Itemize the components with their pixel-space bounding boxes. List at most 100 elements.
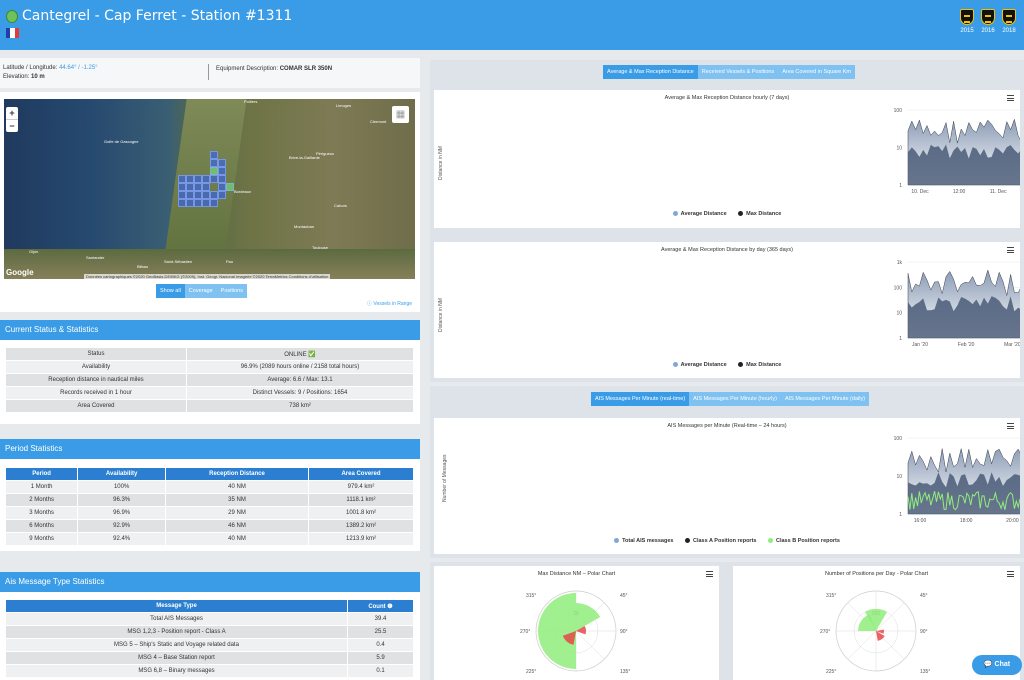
- y-tick-label: 1: [899, 183, 902, 189]
- coverage-cell: [218, 183, 226, 191]
- y-tick-label: 100: [894, 108, 903, 114]
- table-cell: 92.4%: [77, 532, 166, 546]
- tab-reception-distance[interactable]: Average & Max Reception Distance: [603, 65, 698, 79]
- coverage-cell: [202, 183, 210, 191]
- coverage-cell: [218, 191, 226, 199]
- table-cell: 39.4: [347, 612, 414, 626]
- coverage-cell: [178, 199, 186, 207]
- table-cell: Records received in 1 hour: [5, 386, 187, 400]
- legend-average[interactable]: Average Distance: [672, 362, 727, 368]
- table-cell: MSG 6,8 – Binary messages: [5, 664, 348, 678]
- table-row: Area Covered 738 km²: [5, 399, 414, 413]
- period-heading: Period Statistics: [0, 439, 420, 459]
- legend-class-b[interactable]: Class B Position reports: [768, 538, 840, 544]
- coverage-cell: [186, 175, 194, 183]
- zoom-out-button[interactable]: −: [6, 119, 18, 132]
- show-all-button[interactable]: Show all: [156, 284, 185, 298]
- table-cell: Distinct Vessels: 9 / Positions: 1654: [186, 386, 414, 400]
- coverage-cell: [186, 183, 194, 191]
- x-tick-label: 11. Dec: [990, 189, 1007, 195]
- legend-class-a[interactable]: Class A Position reports: [685, 538, 756, 544]
- station-info: Latitude / Longitude: 44.64° / -1.25° El…: [0, 58, 420, 88]
- coverage-cell: [210, 159, 218, 167]
- column-header: Message Type: [5, 599, 348, 613]
- vessels-in-range-link[interactable]: ⓘ Vessels in Range: [367, 301, 413, 307]
- chart-legend: Average Distance Max Distance: [434, 211, 1020, 217]
- table-cell: 96.3%: [77, 493, 166, 507]
- polar-angle-label: 135°: [920, 669, 930, 675]
- chart-daily: Average & Max Reception Distance by day …: [434, 242, 1020, 378]
- legend-total[interactable]: Total AIS messages: [614, 538, 673, 544]
- badges: 2015 2016 2018: [958, 9, 1018, 34]
- legend-max[interactable]: Max Distance: [738, 211, 781, 217]
- y-tick-label: 1: [899, 336, 902, 342]
- polar-angle-label: 315°: [826, 593, 836, 599]
- menu-icon[interactable]: [706, 571, 713, 577]
- x-tick-label: 10. Dec: [911, 189, 929, 195]
- table-row: Status ONLINE ✅: [5, 347, 414, 361]
- table-cell: MSG 1,2,3 - Position report - Class A: [5, 625, 348, 639]
- table-cell: 979.4 km²: [307, 480, 415, 494]
- table-cell: 9 Months: [4, 532, 79, 546]
- coverage-cell: [218, 159, 226, 167]
- y-tick-label: 1: [899, 512, 902, 518]
- table-row: Records received in 1 hour Distinct Vesse…: [5, 386, 414, 400]
- chat-button[interactable]: 💬 Chat: [972, 655, 1022, 675]
- rank-badge-icon: [1002, 9, 1016, 25]
- badge-2018: 2018: [1000, 9, 1018, 34]
- coverage-cell: [186, 191, 194, 199]
- positions-button[interactable]: Positions: [216, 284, 247, 298]
- map-attribution[interactable]: Données cartographiques ©2020 GeoBasis-D…: [84, 274, 331, 279]
- table-cell: 96.9% (2089 hours online / 2158 total ho…: [186, 360, 414, 374]
- polar-sector: [576, 626, 586, 635]
- coverage-cell: [178, 183, 186, 191]
- polar-angle-label: 270°: [520, 629, 530, 635]
- messages-tabs: AIS Messages Per Minute (real-time) AIS …: [591, 392, 870, 406]
- coverage-map[interactable]: Golfe de Gascogne Bordeaux Périgueux Tou…: [4, 99, 415, 279]
- table-cell: 25.5: [347, 625, 414, 639]
- polar-angle-label: 90°: [920, 629, 928, 635]
- zoom-in-button[interactable]: +: [9, 108, 15, 118]
- tab-daily[interactable]: AIS Messages Per Minute (daily): [780, 392, 870, 406]
- chart-title: Average & Max Reception Distance by day …: [661, 247, 793, 253]
- coverage-cell: [202, 175, 210, 183]
- polar-sector: [876, 631, 885, 641]
- menu-icon[interactable]: [1007, 95, 1014, 101]
- menu-icon[interactable]: [1007, 423, 1014, 429]
- table-row: Total AIS Messages 39.4: [5, 612, 414, 626]
- station-logo-icon: [6, 9, 18, 23]
- coverage-button[interactable]: Coverage: [184, 284, 217, 298]
- menu-icon[interactable]: [1007, 571, 1014, 577]
- ais-heading: Ais Message Type Statistics: [0, 572, 420, 592]
- table-cell: 5.9: [347, 651, 414, 665]
- tab-realtime[interactable]: AIS Messages Per Minute (real-time): [591, 392, 690, 406]
- x-tick-label: Jan '20: [912, 342, 928, 348]
- chat-icon: 💬: [983, 661, 995, 668]
- badge-2016: 2016: [979, 9, 997, 34]
- menu-icon[interactable]: [1007, 247, 1014, 253]
- layers-icon[interactable]: ▦: [392, 106, 409, 123]
- tab-hourly[interactable]: AIS Messages Per Minute (hourly): [689, 392, 781, 406]
- tab-received-vessels[interactable]: Received Vessels & Positions: [697, 65, 779, 79]
- table-row: Reception distance in nautical miles Aver…: [5, 373, 414, 387]
- table-cell: 1 Month: [4, 480, 79, 494]
- polar-spoke: [875, 602, 905, 632]
- coverage-cell: [218, 175, 226, 183]
- series-average-area: [908, 472, 1020, 514]
- series-average-area: [908, 296, 1020, 338]
- table-cell: 2 Months: [4, 493, 79, 507]
- badge-2015: 2015: [958, 9, 976, 34]
- x-tick-label: 16:00: [914, 518, 927, 524]
- legend-average[interactable]: Average Distance: [672, 211, 727, 217]
- table-cell: Average: 6.6 / Max: 13.1: [186, 373, 414, 387]
- table-row: MSG 6,8 – Binary messages 0.1: [5, 664, 414, 678]
- table-row: Availability 96.9% (2089 hours online / 2…: [5, 360, 414, 374]
- table-cell: Status: [5, 347, 187, 361]
- table-cell: Total AIS Messages: [5, 612, 348, 626]
- chart-title: AIS Messages per Minute (Real-time – 24 …: [667, 423, 787, 429]
- tab-area-covered[interactable]: Area Covered in Square Km: [778, 65, 855, 79]
- chart-legend: Total AIS messages Class A Position repo…: [434, 538, 1020, 544]
- table-cell: 1389.2 km²: [307, 519, 415, 533]
- legend-max[interactable]: Max Distance: [738, 362, 781, 368]
- table-row: 9 Months 92.4% 40 NM 1213.9 km²: [4, 532, 415, 546]
